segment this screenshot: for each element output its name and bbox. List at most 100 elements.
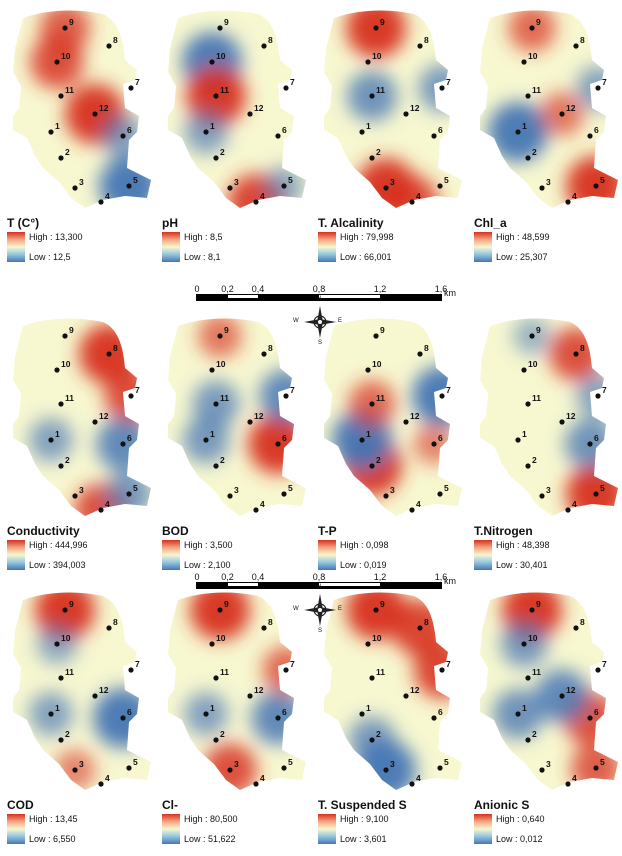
station-label: 1 — [210, 121, 215, 131]
station-label: 4 — [260, 191, 265, 201]
station-label: 7 — [135, 659, 140, 669]
station-point — [365, 367, 371, 373]
compass-letter-n: N — [317, 296, 322, 302]
station-label: 11 — [532, 85, 541, 95]
legend-color-ramp — [318, 232, 336, 262]
station-point — [383, 767, 389, 773]
station-point — [283, 85, 289, 91]
station-point — [525, 675, 531, 681]
station-label: 8 — [268, 343, 273, 353]
station-point — [281, 183, 287, 189]
station-label: 6 — [438, 433, 443, 443]
station-label: 5 — [600, 483, 605, 493]
scale-bar-segment — [319, 295, 380, 298]
panel-title: Conductivity — [7, 524, 80, 538]
panel-title: T (C°) — [7, 216, 40, 230]
station-point — [275, 133, 281, 139]
legend-color-ramp — [318, 814, 336, 844]
station-point — [593, 491, 599, 497]
station-label: 2 — [65, 147, 70, 157]
color-legend: High : 8,5 Low : 8,1 — [162, 232, 302, 266]
compass-letter-s: S — [318, 340, 323, 346]
panel-title: Chl_a — [474, 216, 507, 230]
station-label: 11 — [532, 393, 541, 403]
station-point — [373, 607, 379, 613]
station-label: 7 — [602, 77, 607, 87]
scale-unit: km — [444, 288, 456, 298]
legend-color-ramp — [7, 232, 25, 262]
station-point — [369, 463, 375, 469]
station-point — [98, 781, 104, 787]
station-label: 9 — [536, 17, 541, 27]
station-point — [106, 351, 112, 357]
station-label: 12 — [99, 103, 109, 113]
scale-bar-segment — [227, 583, 258, 586]
station-point — [126, 491, 132, 497]
station-label: 6 — [594, 125, 599, 135]
station-point — [439, 85, 445, 91]
station-point — [62, 333, 68, 339]
station-label: 4 — [416, 773, 421, 783]
north-arrow-icon: N S E W — [293, 584, 342, 634]
color-legend: High : 3,500 Low : 2,100 — [162, 540, 302, 574]
station-point — [521, 641, 527, 647]
legend-high-value: High : 48,398 — [496, 540, 550, 550]
station-label: 7 — [446, 659, 451, 669]
station-point — [58, 737, 64, 743]
station-label: 1 — [55, 429, 60, 439]
station-point — [409, 781, 415, 787]
compass-letter-s: S — [318, 628, 323, 634]
station-label: 3 — [390, 177, 395, 187]
legend-color-ramp — [318, 540, 336, 570]
panel-title: Anionic S — [474, 798, 530, 812]
scale-bar: 0 0,2 0,4 0,8 1,2 1,6 km — [194, 572, 460, 604]
station-label: 3 — [79, 177, 84, 187]
station-label: 4 — [572, 773, 577, 783]
station-point — [515, 711, 521, 717]
station-label: 5 — [133, 757, 138, 767]
station-point — [431, 441, 437, 447]
station-point — [525, 737, 531, 743]
color-legend: High : 80,500 Low : 51,622 — [162, 814, 302, 848]
station-point — [369, 93, 375, 99]
station-point — [573, 351, 579, 357]
station-point — [283, 667, 289, 673]
station-point — [359, 129, 365, 135]
station-point — [58, 675, 64, 681]
station-label: 1 — [366, 429, 371, 439]
station-point — [403, 419, 409, 425]
station-point — [213, 737, 219, 743]
station-point — [559, 693, 565, 699]
station-point — [373, 333, 379, 339]
station-label: 12 — [566, 411, 576, 421]
station-label: 8 — [580, 343, 585, 353]
station-label: 5 — [600, 757, 605, 767]
station-label: 7 — [290, 659, 295, 669]
station-point — [369, 737, 375, 743]
station-label: 2 — [65, 455, 70, 465]
station-label: 8 — [424, 343, 429, 353]
scale-tick-label: 0,8 — [312, 284, 326, 294]
scale-tick-label: 1,2 — [373, 284, 387, 294]
station-label: 1 — [522, 703, 527, 713]
station-label: 9 — [224, 325, 229, 335]
station-label: 8 — [268, 35, 273, 45]
station-label: 3 — [234, 177, 239, 187]
panel-title: Cl- — [162, 798, 178, 812]
station-label: 12 — [254, 685, 264, 695]
station-label: 10 — [61, 633, 71, 643]
station-point — [261, 351, 267, 357]
station-label: 9 — [380, 325, 385, 335]
color-legend: High : 79,998 Low : 66,001 — [318, 232, 458, 266]
station-point — [261, 43, 267, 49]
station-label: 2 — [220, 455, 225, 465]
station-label: 1 — [366, 121, 371, 131]
station-point — [587, 133, 593, 139]
legend-low-value: Low : 6,550 — [29, 834, 76, 844]
station-point — [525, 463, 531, 469]
compass-letter-w: W — [293, 318, 299, 324]
